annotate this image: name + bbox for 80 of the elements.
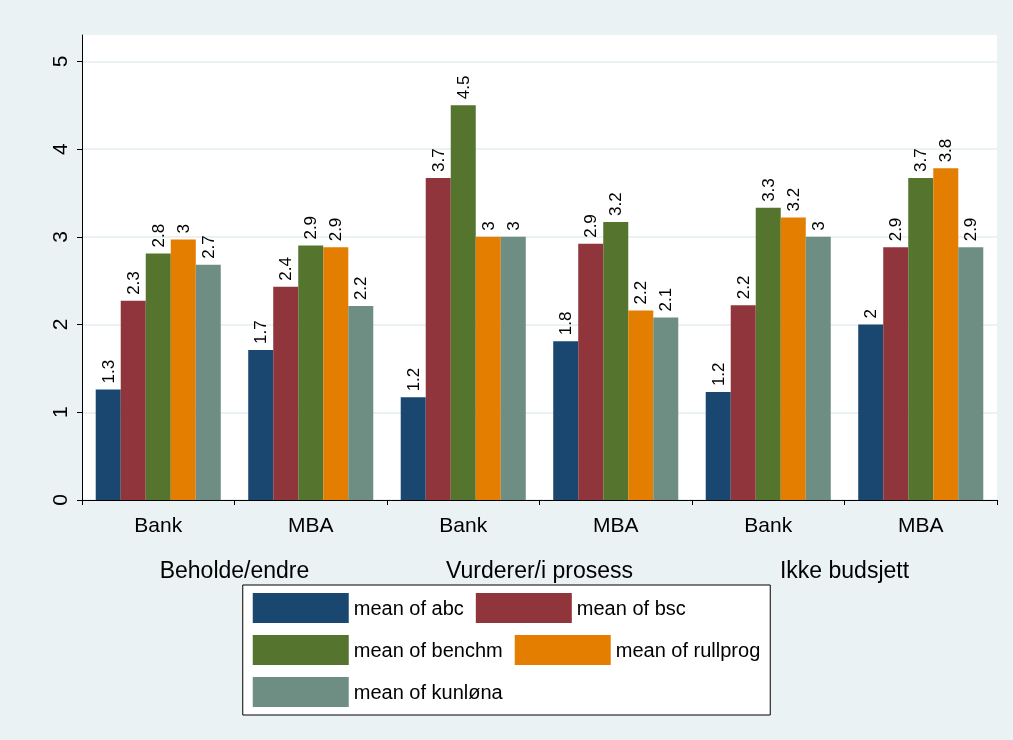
data-label: 2.4 xyxy=(276,257,296,281)
data-label: 2 xyxy=(861,309,881,319)
data-label: 4.5 xyxy=(453,75,473,100)
data-label: 3.7 xyxy=(911,148,931,173)
y-tick-label: 0 xyxy=(48,494,71,506)
bar xyxy=(780,217,806,500)
data-label: 2.8 xyxy=(148,223,168,248)
bar xyxy=(603,221,629,500)
data-label: 2.7 xyxy=(198,235,218,259)
data-label: 2.3 xyxy=(123,271,143,295)
bar xyxy=(400,397,426,500)
data-label: 1.2 xyxy=(708,362,728,387)
data-label: 2.2 xyxy=(351,276,371,301)
data-label: 3.7 xyxy=(428,148,448,173)
bar xyxy=(553,341,579,500)
x-tick-label: MBA xyxy=(897,513,944,536)
data-label: 1.7 xyxy=(251,320,271,344)
data-label: 3.3 xyxy=(758,178,778,202)
data-label: 3.8 xyxy=(936,138,956,163)
data-label: 1.2 xyxy=(403,367,423,392)
legend-label: mean of bsc xyxy=(576,597,686,619)
bar xyxy=(958,247,984,500)
text: Ikke budsjett xyxy=(779,557,910,583)
bar xyxy=(755,207,781,500)
y-tick-label: 3 xyxy=(48,230,71,243)
bar xyxy=(120,300,146,500)
data-label: 2.2 xyxy=(733,275,753,300)
data-label: 2.9 xyxy=(961,217,981,242)
legend-label: mean of benchm xyxy=(353,639,503,661)
y-tick-label: 2 xyxy=(48,318,71,331)
bar xyxy=(858,324,884,500)
data-label: 1.3 xyxy=(98,359,118,384)
y-tick-label: 1 xyxy=(48,406,71,419)
text: Vurderer/i prosess xyxy=(445,557,634,583)
data-label: 3.2 xyxy=(606,192,626,216)
bar xyxy=(805,236,831,500)
data-label: 3 xyxy=(173,223,193,234)
data-label: 3.2 xyxy=(783,187,803,212)
x-tick-label: Bank xyxy=(439,513,488,536)
bar xyxy=(273,286,299,500)
data-label: 3 xyxy=(478,221,498,231)
x-tick-label: Bank xyxy=(744,513,793,536)
y-tick-label: 5 xyxy=(48,55,71,68)
data-label: 2.1 xyxy=(656,287,676,312)
legend-label: mean of abc xyxy=(353,597,464,619)
bar xyxy=(248,349,274,500)
bar xyxy=(95,389,121,500)
bar xyxy=(730,305,756,500)
bar xyxy=(933,168,959,500)
bar xyxy=(883,247,909,500)
bar xyxy=(500,236,526,500)
bar xyxy=(475,236,501,500)
bar xyxy=(170,239,196,500)
data-label: 1.8 xyxy=(556,311,576,336)
text: Beholde/endre xyxy=(159,557,310,583)
x-tick-label: MBA xyxy=(287,513,334,536)
bar xyxy=(628,310,654,500)
data-label: 3 xyxy=(503,221,523,231)
data-label: 2.2 xyxy=(631,280,651,305)
bar xyxy=(450,105,476,500)
data-label: 2.9 xyxy=(581,214,601,238)
bar xyxy=(705,392,731,500)
data-label: 2.9 xyxy=(301,215,321,240)
legend-label: mean of rullprog xyxy=(615,639,761,661)
bar xyxy=(195,264,221,500)
bar xyxy=(908,178,934,500)
bar xyxy=(323,247,349,500)
y-tick-label: 4 xyxy=(48,142,71,155)
bar xyxy=(298,245,324,500)
x-tick-label: MBA xyxy=(592,513,639,536)
bar xyxy=(425,178,451,500)
bar xyxy=(145,253,171,500)
bar xyxy=(348,306,374,500)
bar xyxy=(578,243,604,500)
data-label: 3 xyxy=(808,221,828,231)
data-label: 2.9 xyxy=(886,217,906,242)
x-tick-label: Bank xyxy=(134,513,183,536)
bar xyxy=(653,317,679,500)
legend-label: mean of kunløna xyxy=(353,681,504,703)
data-label: 2.9 xyxy=(326,217,346,242)
